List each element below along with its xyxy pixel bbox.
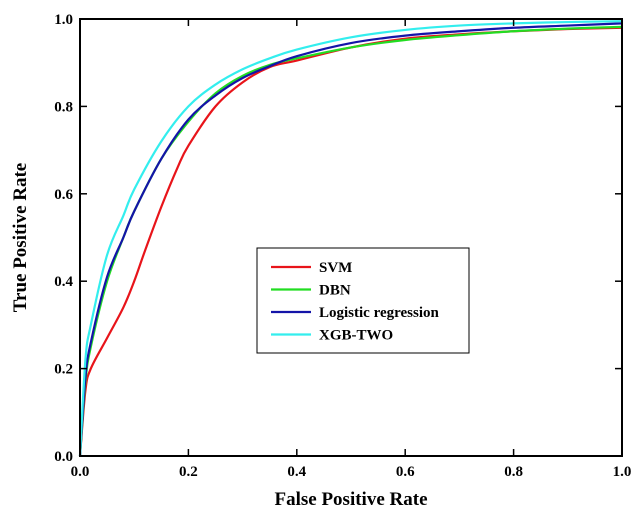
series-line-xgb-two	[78, 20, 623, 457]
y-tick-label: 1.0	[54, 12, 73, 28]
x-tick-label: 0.2	[179, 464, 198, 480]
legend: SVM DBN Logistic regression XGB-TWO	[256, 247, 470, 354]
legend-label: SVM	[319, 260, 352, 276]
y-tick-label: 0.8	[54, 99, 73, 115]
series-line-logistic-regression	[78, 22, 623, 457]
series-line-svm	[78, 26, 623, 457]
y-tick-label: 0.6	[54, 187, 73, 203]
series-line-dbn	[78, 25, 623, 457]
y-tick-label: 0.4	[54, 274, 73, 290]
legend-label: XGB-TWO	[319, 328, 393, 344]
plot-frame	[79, 18, 623, 457]
x-tick-label: 1.0	[613, 464, 632, 480]
legend-label: Logistic regression	[319, 305, 440, 321]
ticks-layer: 0.0 0.2 0.4 0.6 0.8 1.0 0.0 0.2 0.4 0.6 0.8 1.0	[54, 12, 631, 480]
x-tick-label: 0.8	[504, 464, 523, 480]
x-tick-label: 0.4	[287, 464, 306, 480]
y-axis-title: True Positive Rate	[10, 163, 31, 313]
x-tick-label: 0.6	[396, 464, 415, 480]
x-axis-title: False Positive Rate	[274, 489, 427, 510]
x-tick-label: 0.0	[71, 464, 90, 480]
legend-label: DBN	[319, 283, 351, 299]
curves-layer	[78, 20, 623, 457]
y-tick-label: 0.0	[54, 449, 73, 465]
y-tick-label: 0.2	[54, 362, 73, 378]
